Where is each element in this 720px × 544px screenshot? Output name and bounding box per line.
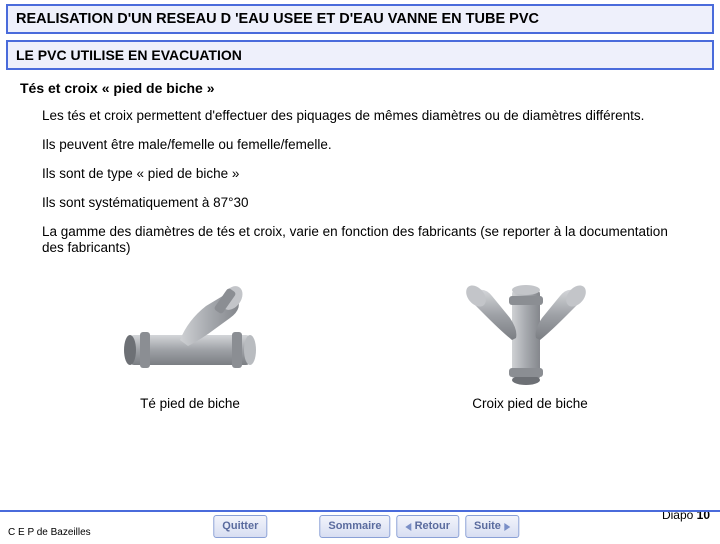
te-fitting-image (110, 280, 280, 385)
paragraph-1: Les tés et croix permettent d'effectuer … (42, 108, 680, 125)
paragraph-2: Ils peuvent être male/femelle ou femelle… (42, 137, 680, 154)
sommaire-label: Sommaire (328, 519, 381, 534)
footer-divider (0, 510, 720, 512)
nav-buttons: Quitter Sommaire Retour Suite (213, 515, 519, 538)
retour-label: Retour (415, 519, 450, 534)
caption-left: Té pied de biche (90, 396, 290, 411)
fittings-row (30, 275, 690, 390)
captions-row: Té pied de biche Croix pied de biche (20, 396, 700, 411)
croix-fitting-image (440, 280, 610, 385)
suite-label: Suite (474, 519, 501, 534)
paragraph-3: Ils sont de type « pied de biche » (42, 166, 680, 183)
chevron-left-icon (406, 523, 412, 531)
chevron-right-icon (504, 523, 510, 531)
paragraph-4: Ils sont systématiquement à 87°30 (42, 195, 680, 212)
main-title: REALISATION D'UN RESEAU D 'EAU USEE ET D… (6, 4, 714, 34)
caption-right: Croix pied de biche (430, 396, 630, 411)
paragraph-5: La gamme des diamètres de tés et croix, … (42, 224, 680, 258)
suite-button[interactable]: Suite (465, 515, 519, 538)
quitter-label: Quitter (222, 519, 258, 534)
footer: C E P de Bazeilles Quitter Sommaire Reto… (0, 527, 720, 538)
sommaire-button[interactable]: Sommaire (319, 515, 390, 538)
retour-button[interactable]: Retour (397, 515, 459, 538)
footer-source: C E P de Bazeilles (8, 527, 91, 538)
content-heading: Tés et croix « pied de biche » (20, 80, 720, 96)
quitter-button[interactable]: Quitter (213, 515, 267, 538)
section-title: LE PVC UTILISE EN EVACUATION (6, 40, 714, 70)
